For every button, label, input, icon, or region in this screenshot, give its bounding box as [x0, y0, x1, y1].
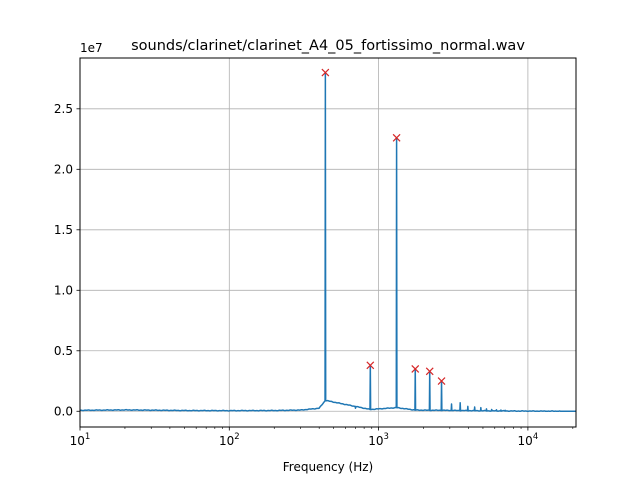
- y-tick-label: 2.5: [54, 102, 73, 116]
- axes-frame: [79, 57, 577, 428]
- grid: [79, 58, 576, 427]
- x-tick-label: 104: [518, 432, 539, 448]
- y-tick-label: 0.5: [54, 344, 73, 358]
- y-tick-label: 1.5: [54, 223, 73, 237]
- chart-title: sounds/clarinet/clarinet_A4_05_fortissim…: [131, 38, 525, 54]
- peak-marker: [437, 377, 446, 385]
- x-tick-label: 103: [368, 432, 389, 448]
- ticks: 101 102 103 104 0.0 0.5 1.0 1.5 2.0 2.5: [54, 102, 574, 448]
- x-axis-label: Frequency (Hz): [283, 460, 374, 474]
- peak-marker: [392, 133, 401, 142]
- peak-marker: [321, 68, 330, 77]
- peak-marker: [366, 361, 375, 370]
- y-tick-label: 2.0: [54, 162, 73, 176]
- spectrum-line: [79, 71, 577, 413]
- y-tick-label: 1.0: [54, 283, 73, 297]
- plot-area: [79, 68, 577, 413]
- x-tick-label: 101: [70, 432, 91, 448]
- peak-marker: [411, 365, 420, 373]
- y-offset-label: 1e7: [80, 41, 103, 55]
- y-tick-label: 0.0: [54, 404, 73, 418]
- x-tick-label: 102: [219, 432, 240, 448]
- peak-marker: [425, 367, 434, 376]
